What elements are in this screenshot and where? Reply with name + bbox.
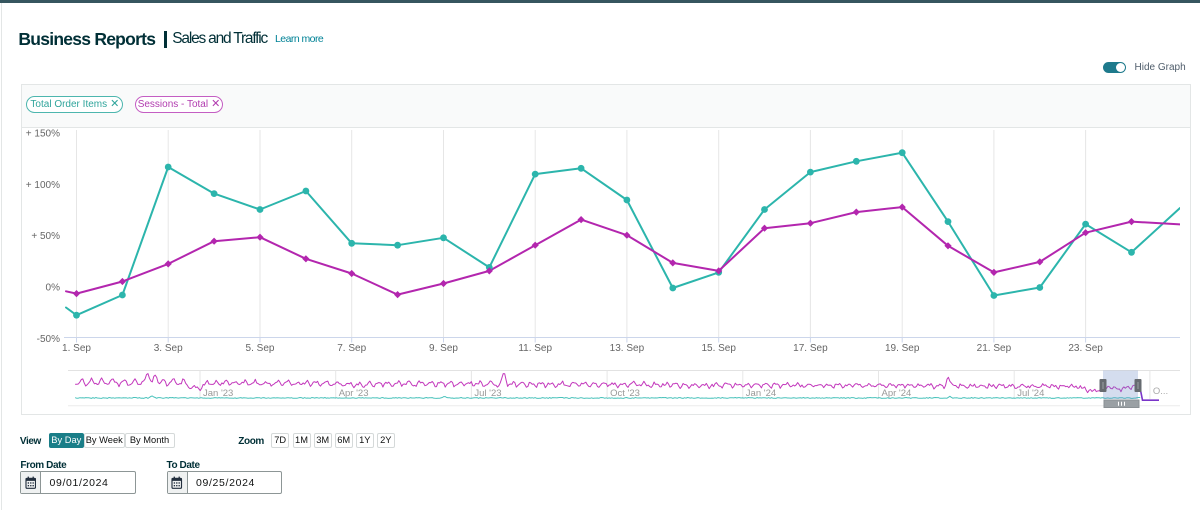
- svg-text:O...: O...: [1153, 386, 1168, 397]
- svg-text:Jul '24: Jul '24: [1017, 388, 1044, 399]
- svg-text:9. Sep: 9. Sep: [429, 343, 458, 354]
- svg-text:3. Sep: 3. Sep: [154, 343, 183, 354]
- svg-text:7. Sep: 7. Sep: [337, 343, 366, 354]
- svg-text:23. Sep: 23. Sep: [1068, 343, 1103, 354]
- svg-text:13. Sep: 13. Sep: [610, 343, 645, 354]
- svg-text:21. Sep: 21. Sep: [977, 343, 1012, 354]
- svg-text:1. Sep: 1. Sep: [62, 343, 91, 354]
- svg-text:Jan '23: Jan '23: [203, 388, 233, 399]
- svg-text:5. Sep: 5. Sep: [246, 343, 275, 354]
- svg-text:+ 150%: + 150%: [26, 129, 60, 140]
- svg-text:Jul '23: Jul '23: [474, 388, 501, 399]
- svg-text:+ 100%: + 100%: [26, 180, 60, 191]
- svg-text:17. Sep: 17. Sep: [793, 343, 828, 354]
- svg-text:11. Sep: 11. Sep: [518, 343, 552, 354]
- svg-text:Oct '23: Oct '23: [610, 388, 640, 399]
- svg-text:Apr '23: Apr '23: [339, 388, 369, 399]
- svg-text:19. Sep: 19. Sep: [885, 343, 920, 354]
- svg-text:Apr '24: Apr '24: [882, 388, 912, 399]
- svg-text:+ 50%: + 50%: [31, 231, 60, 242]
- svg-text:0%: 0%: [46, 283, 61, 294]
- svg-text:15. Sep: 15. Sep: [701, 343, 736, 354]
- svg-text:Jan '24: Jan '24: [746, 388, 776, 399]
- svg-text:-50%: -50%: [37, 334, 60, 345]
